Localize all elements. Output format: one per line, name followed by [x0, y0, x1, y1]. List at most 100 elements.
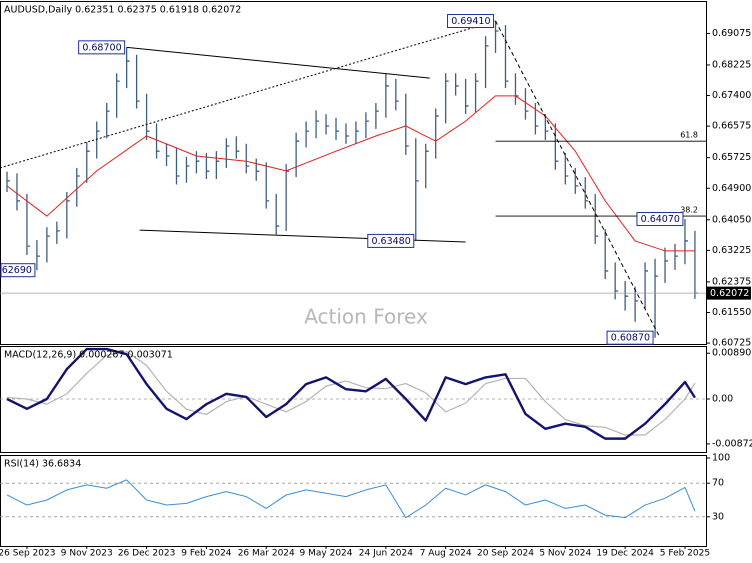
annotation-box: [636, 212, 684, 227]
ohlc-bar: [604, 229, 609, 280]
x-tick-label: 7 Aug 2024: [420, 549, 472, 559]
annotation-label: 0.60870: [611, 333, 650, 344]
ohlc-bar: [116, 73, 120, 118]
ohlc-bar: [634, 286, 639, 322]
ohlc-bar: [16, 173, 20, 211]
ohlc-bar: [175, 147, 180, 185]
annotation-box: [367, 233, 415, 248]
pane-frame: [0, 455, 707, 547]
ohlc-bar: [375, 102, 379, 129]
y-tick-label: 70: [712, 478, 724, 489]
ohlc-bar: [305, 121, 310, 148]
y-tick-label: 0.67400: [712, 90, 751, 101]
ohlc-bar: [275, 193, 280, 235]
ohlc-bar: [624, 280, 629, 311]
ohlc-bar: [125, 47, 130, 89]
annotation-box: [78, 40, 126, 55]
ohlc-bar: [315, 110, 320, 139]
pane-title: MACD(12,26,9) 0.000267 0.003071: [4, 350, 173, 361]
ohlc-bar: [445, 73, 449, 124]
annotation-label: 0.69410: [451, 16, 490, 27]
x-tick-label: 26 Sep 2023: [0, 549, 55, 559]
pane-title: AUDUSD,Daily 0.62351 0.62375 0.61918 0.6…: [4, 5, 241, 16]
x-tick-label: 9 Feb 2024: [181, 549, 232, 559]
ohlc-bar: [654, 258, 659, 338]
ohlc-bar: [464, 78, 469, 115]
trend-line: [495, 20, 661, 338]
ohlc-bar: [584, 177, 589, 209]
annotation-label: 0.68700: [82, 42, 121, 53]
ohlc-bar: [435, 108, 439, 159]
x-tick-label: 26 Mar 2024: [238, 549, 295, 559]
y-tick-label: 0.66575: [712, 121, 751, 132]
trend-line: [126, 46, 430, 79]
y-tick-label: 0.00: [712, 394, 733, 405]
y-tick-label: 0.68225: [712, 59, 751, 70]
ohlc-bar: [135, 54, 140, 109]
pane-frame: [0, 1, 707, 345]
ohlc-bar: [345, 123, 349, 144]
annotation-label: 0.64070: [641, 214, 680, 225]
ohlc-bar: [96, 121, 100, 159]
ohlc-bar: [514, 73, 519, 105]
ohlc-bar: [484, 36, 489, 89]
ohlc-bar: [365, 112, 369, 139]
trend-line: [139, 229, 466, 243]
ohlc-bar: [285, 164, 290, 231]
ohlc-bar: [455, 73, 459, 96]
fib-label: 61.8: [680, 131, 698, 140]
annotation-box: [447, 14, 495, 29]
ohlc-bar: [524, 88, 529, 120]
annotation-label: 0.62690: [0, 265, 32, 276]
pane-title: RSI(14) 36.6834: [4, 459, 81, 470]
ohlc-bar: [86, 141, 90, 183]
y-tick-label: 0.63225: [712, 245, 751, 256]
ohlc-bar: [664, 247, 669, 283]
ohlc-bar: [474, 73, 479, 113]
ohlc-bar: [235, 136, 240, 159]
x-tick-label: 20 Sep 2024: [477, 549, 534, 559]
y-tick-label: 0.61550: [712, 307, 751, 318]
y-tick-label: 0.008901: [712, 348, 752, 359]
ohlc-bar: [415, 138, 419, 241]
y-tick-label: -0.008729: [712, 438, 752, 449]
watermark: Action Forex: [304, 305, 428, 329]
x-tick-label: 19 Dec 2024: [596, 549, 654, 559]
ohlc-bar: [554, 123, 559, 170]
x-tick-label: 9 Nov 2023: [61, 549, 113, 559]
ohlc-bar: [385, 74, 389, 118]
ohlc-bar: [145, 93, 150, 141]
ohlc-bar: [504, 25, 509, 89]
ohlc-bar: [355, 121, 359, 144]
ohlc-bar: [76, 167, 80, 207]
ohlc-bar: [295, 132, 300, 178]
trend-line: [0, 20, 496, 169]
ohlc-bar: [66, 191, 70, 239]
y-tick-label: 30: [712, 511, 724, 522]
moving-average: [6, 95, 695, 252]
y-tick-label: 0.64050: [712, 214, 751, 225]
ohlc-bar: [36, 240, 40, 271]
ohlc-bar: [6, 171, 10, 192]
annotation-box: [606, 330, 654, 345]
ohlc-bar: [185, 156, 190, 183]
ohlc-bar: [574, 167, 579, 194]
ohlc-bar: [544, 114, 549, 141]
ohlc-bar: [255, 158, 260, 181]
ohlc-bar: [26, 193, 30, 256]
ohlc-bar: [155, 123, 160, 159]
ohlc-bar: [594, 193, 599, 244]
ohlc-bar: [195, 151, 200, 174]
y-tick-label: 0.64900: [712, 183, 751, 194]
ohlc-bar: [644, 262, 649, 309]
ohlc-bar: [335, 117, 340, 141]
fib-label: 38.2: [680, 206, 698, 215]
indicator-line: [6, 479, 696, 519]
ohlc-bar: [215, 151, 220, 179]
y-tick-label: 0.69075: [712, 28, 751, 39]
x-tick-label: 5 Nov 2024: [539, 549, 591, 559]
ohlc-bar: [614, 262, 619, 300]
ohlc-bar: [225, 138, 230, 168]
y-tick-label: 0.62375: [712, 276, 751, 287]
